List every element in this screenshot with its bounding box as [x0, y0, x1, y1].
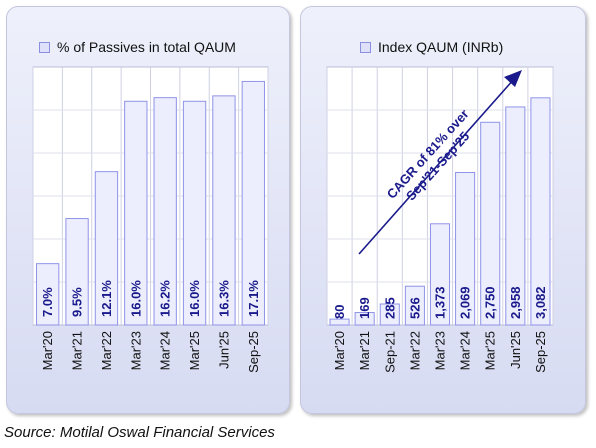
data-label: 1,373: [433, 286, 448, 319]
data-label: 2,750: [483, 286, 498, 319]
data-label: 80: [332, 305, 347, 319]
bar: [36, 263, 60, 326]
data-label: 285: [382, 297, 397, 319]
bar: [182, 100, 207, 326]
data-label: 526: [407, 297, 422, 319]
x-tick-label: Mar'21: [70, 331, 85, 370]
x-tick-label: Mar'23: [433, 331, 448, 370]
bar: [329, 318, 350, 326]
trend-arrow-line: [358, 78, 515, 255]
x-tick-label: Mar'25: [187, 331, 202, 370]
x-tick-label: Mar'22: [407, 331, 422, 370]
x-tick-label: Mar'20: [332, 331, 347, 370]
data-label: 16.2%: [158, 280, 173, 317]
bar: [94, 171, 119, 326]
legend-index-qaum: Index QAUM (INRb): [360, 37, 503, 57]
bar: [404, 285, 425, 326]
x-tick-label: Mar'20: [40, 331, 55, 370]
bar: [241, 80, 265, 326]
data-label: 16.0%: [187, 280, 202, 317]
data-label: 7.0%: [40, 287, 55, 317]
data-label: 9.5%: [70, 287, 85, 317]
x-tick-label: Mar'24: [458, 331, 473, 370]
bar-chart-passives-share: 7.0% Mar'20 9.5% Mar'21 12.1% Mar'22 16.0% Mar'…: [32, 66, 269, 373]
x-tick-label: Sep-21: [382, 331, 397, 373]
legend-swatch: [39, 41, 50, 53]
legend-label: Index QAUM (INRb): [378, 39, 504, 55]
bar: [505, 106, 526, 326]
bar: [379, 303, 400, 326]
bar: [354, 312, 375, 326]
legend-swatch: [360, 41, 371, 53]
x-tick-label: Jun'25: [508, 331, 523, 369]
bar: [212, 95, 236, 326]
data-label: 16.0%: [128, 280, 143, 317]
data-label: 169: [357, 297, 372, 319]
bar: [455, 171, 476, 326]
legend-label: % of Passives in total QAUM: [57, 39, 236, 55]
data-label: 12.1%: [99, 280, 114, 317]
x-tick-label: Jun'25: [216, 331, 231, 369]
bar: [153, 97, 177, 326]
data-label: 16.3%: [216, 280, 231, 317]
data-label: 2,958: [508, 286, 523, 319]
bar: [65, 218, 89, 326]
data-label: 3,082: [533, 286, 548, 319]
x-tick-label: Mar'25: [483, 331, 498, 370]
data-label: 17.1%: [246, 280, 261, 317]
legend-passives-share: % of Passives in total QAUM: [39, 37, 236, 57]
x-tick-label: Mar'24: [158, 331, 173, 370]
x-tick-label: Sep-25: [246, 331, 261, 373]
chart-panel-index-qaum: Index QAUM (INRb) 80 Mar'20 169 Mar'21 285 Se…: [300, 6, 586, 414]
data-label: 2,069: [458, 286, 473, 319]
x-tick-label: Mar'23: [128, 331, 143, 370]
bar: [124, 100, 148, 326]
x-tick-label: Sep-25: [533, 331, 548, 373]
bar: [480, 121, 501, 326]
bar-chart-index-qaum: 80 Mar'20 169 Mar'21 285 Sep-21 526 Mar'22 1,373…: [326, 66, 554, 373]
source-note: Source: Motilal Oswal Financial Services: [4, 424, 275, 441]
chart-panel-passives-share: % of Passives in total QAUM 7.0% Mar'20 9.…: [6, 6, 290, 414]
bar: [530, 97, 551, 326]
trend-arrow-head: [504, 70, 522, 87]
bar: [429, 223, 451, 326]
x-tick-label: Mar'21: [357, 331, 372, 370]
x-tick-label: Mar'22: [99, 331, 114, 370]
